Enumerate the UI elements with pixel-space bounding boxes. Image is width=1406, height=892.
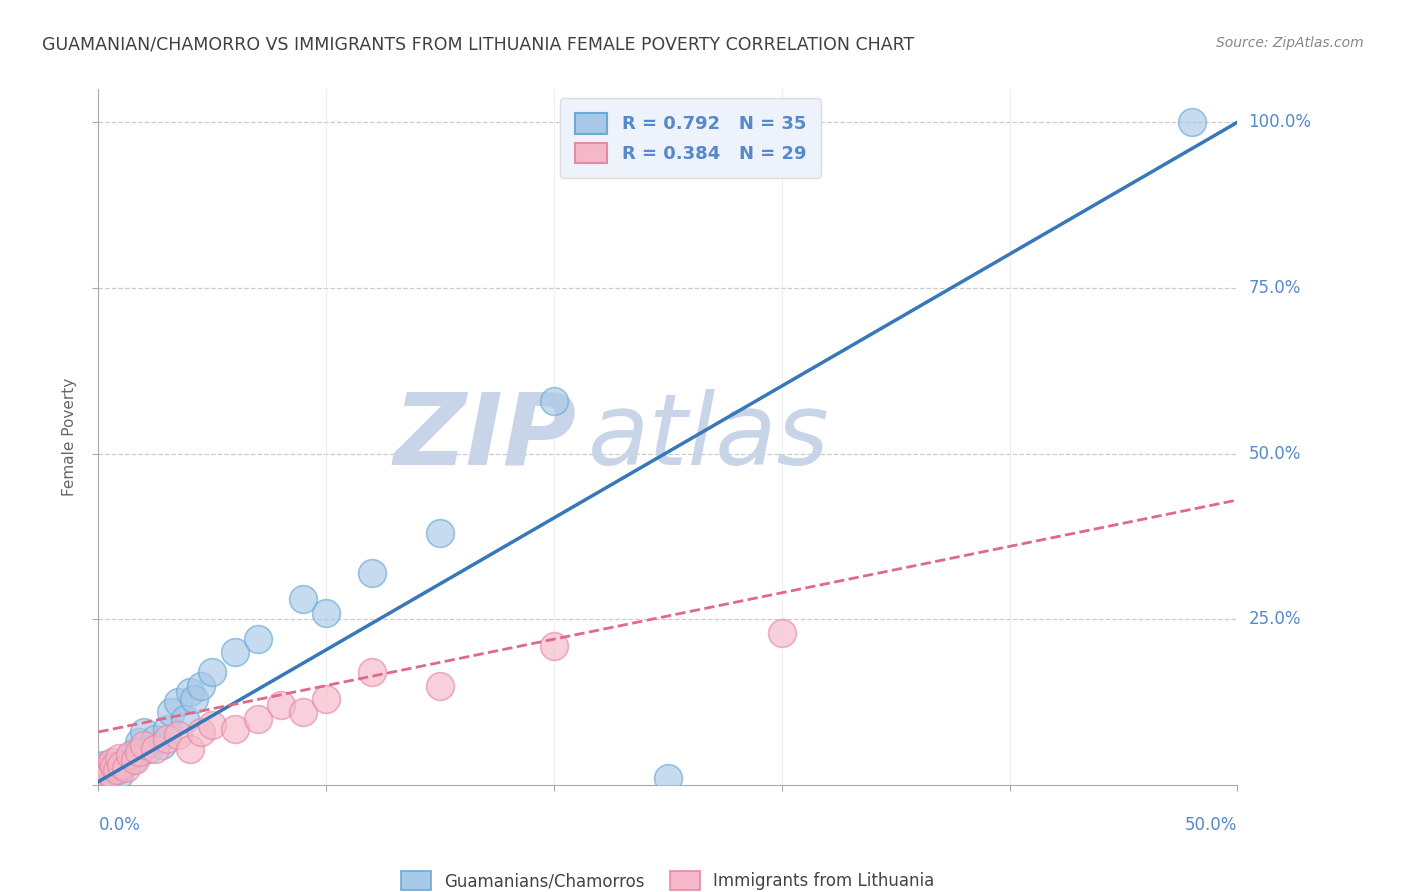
Point — [543, 393, 565, 408]
Point — [98, 766, 121, 780]
Text: 75.0%: 75.0% — [1249, 279, 1301, 297]
Point — [224, 722, 246, 736]
Point — [96, 758, 118, 772]
Point — [360, 566, 382, 580]
Point — [101, 766, 124, 780]
Point — [121, 753, 143, 767]
Point — [114, 755, 136, 769]
Point — [429, 679, 451, 693]
Point — [292, 592, 315, 607]
Point — [429, 526, 451, 541]
Point — [190, 725, 212, 739]
Point — [128, 735, 150, 749]
Point — [145, 741, 167, 756]
Point — [132, 738, 155, 752]
Point — [246, 712, 269, 726]
Point — [105, 764, 128, 778]
Point — [183, 691, 205, 706]
Point — [201, 665, 224, 680]
Point — [96, 768, 118, 782]
Point — [190, 679, 212, 693]
Point — [201, 718, 224, 732]
Point — [94, 764, 117, 779]
Point — [1181, 115, 1204, 129]
Point — [160, 705, 183, 719]
Point — [124, 753, 146, 767]
Point — [117, 751, 139, 765]
Point — [315, 691, 337, 706]
Point — [657, 772, 679, 786]
Point — [101, 755, 124, 769]
Point — [91, 758, 114, 772]
Point — [315, 606, 337, 620]
Point — [132, 725, 155, 739]
Text: 100.0%: 100.0% — [1249, 113, 1312, 131]
Point — [124, 745, 146, 759]
Point — [224, 645, 246, 659]
Point — [174, 712, 197, 726]
Point — [360, 665, 382, 680]
Point — [179, 685, 201, 699]
Point — [110, 761, 132, 775]
Point — [138, 741, 160, 756]
Point — [167, 695, 190, 709]
Point — [103, 759, 125, 773]
Point — [167, 728, 190, 742]
Text: 0.0%: 0.0% — [98, 815, 141, 833]
Point — [770, 625, 793, 640]
Point — [179, 741, 201, 756]
Point — [103, 764, 125, 778]
Point — [156, 731, 179, 746]
Y-axis label: Female Poverty: Female Poverty — [62, 378, 77, 496]
Point — [94, 761, 117, 775]
Point — [543, 639, 565, 653]
Text: 50.0%: 50.0% — [1185, 815, 1237, 833]
Point — [270, 698, 292, 713]
Text: ZIP: ZIP — [394, 389, 576, 485]
Point — [114, 761, 136, 775]
Text: atlas: atlas — [588, 389, 830, 485]
Point — [110, 758, 132, 772]
Point — [128, 745, 150, 759]
Legend: Guamanians/Chamorros, Immigrants from Lithuania: Guamanians/Chamorros, Immigrants from Li… — [392, 863, 943, 892]
Text: 25.0%: 25.0% — [1249, 610, 1301, 628]
Point — [292, 705, 315, 719]
Point — [91, 761, 114, 775]
Point — [108, 751, 131, 765]
Text: GUAMANIAN/CHAMORRO VS IMMIGRANTS FROM LITHUANIA FEMALE POVERTY CORRELATION CHART: GUAMANIAN/CHAMORRO VS IMMIGRANTS FROM LI… — [42, 36, 914, 54]
Point — [98, 764, 121, 779]
Point — [156, 722, 179, 736]
Point — [145, 731, 167, 746]
Point — [120, 748, 142, 763]
Point — [108, 768, 131, 782]
Point — [246, 632, 269, 647]
Point — [105, 759, 128, 773]
Text: 50.0%: 50.0% — [1249, 444, 1301, 463]
Text: Source: ZipAtlas.com: Source: ZipAtlas.com — [1216, 36, 1364, 50]
Point — [150, 738, 173, 752]
